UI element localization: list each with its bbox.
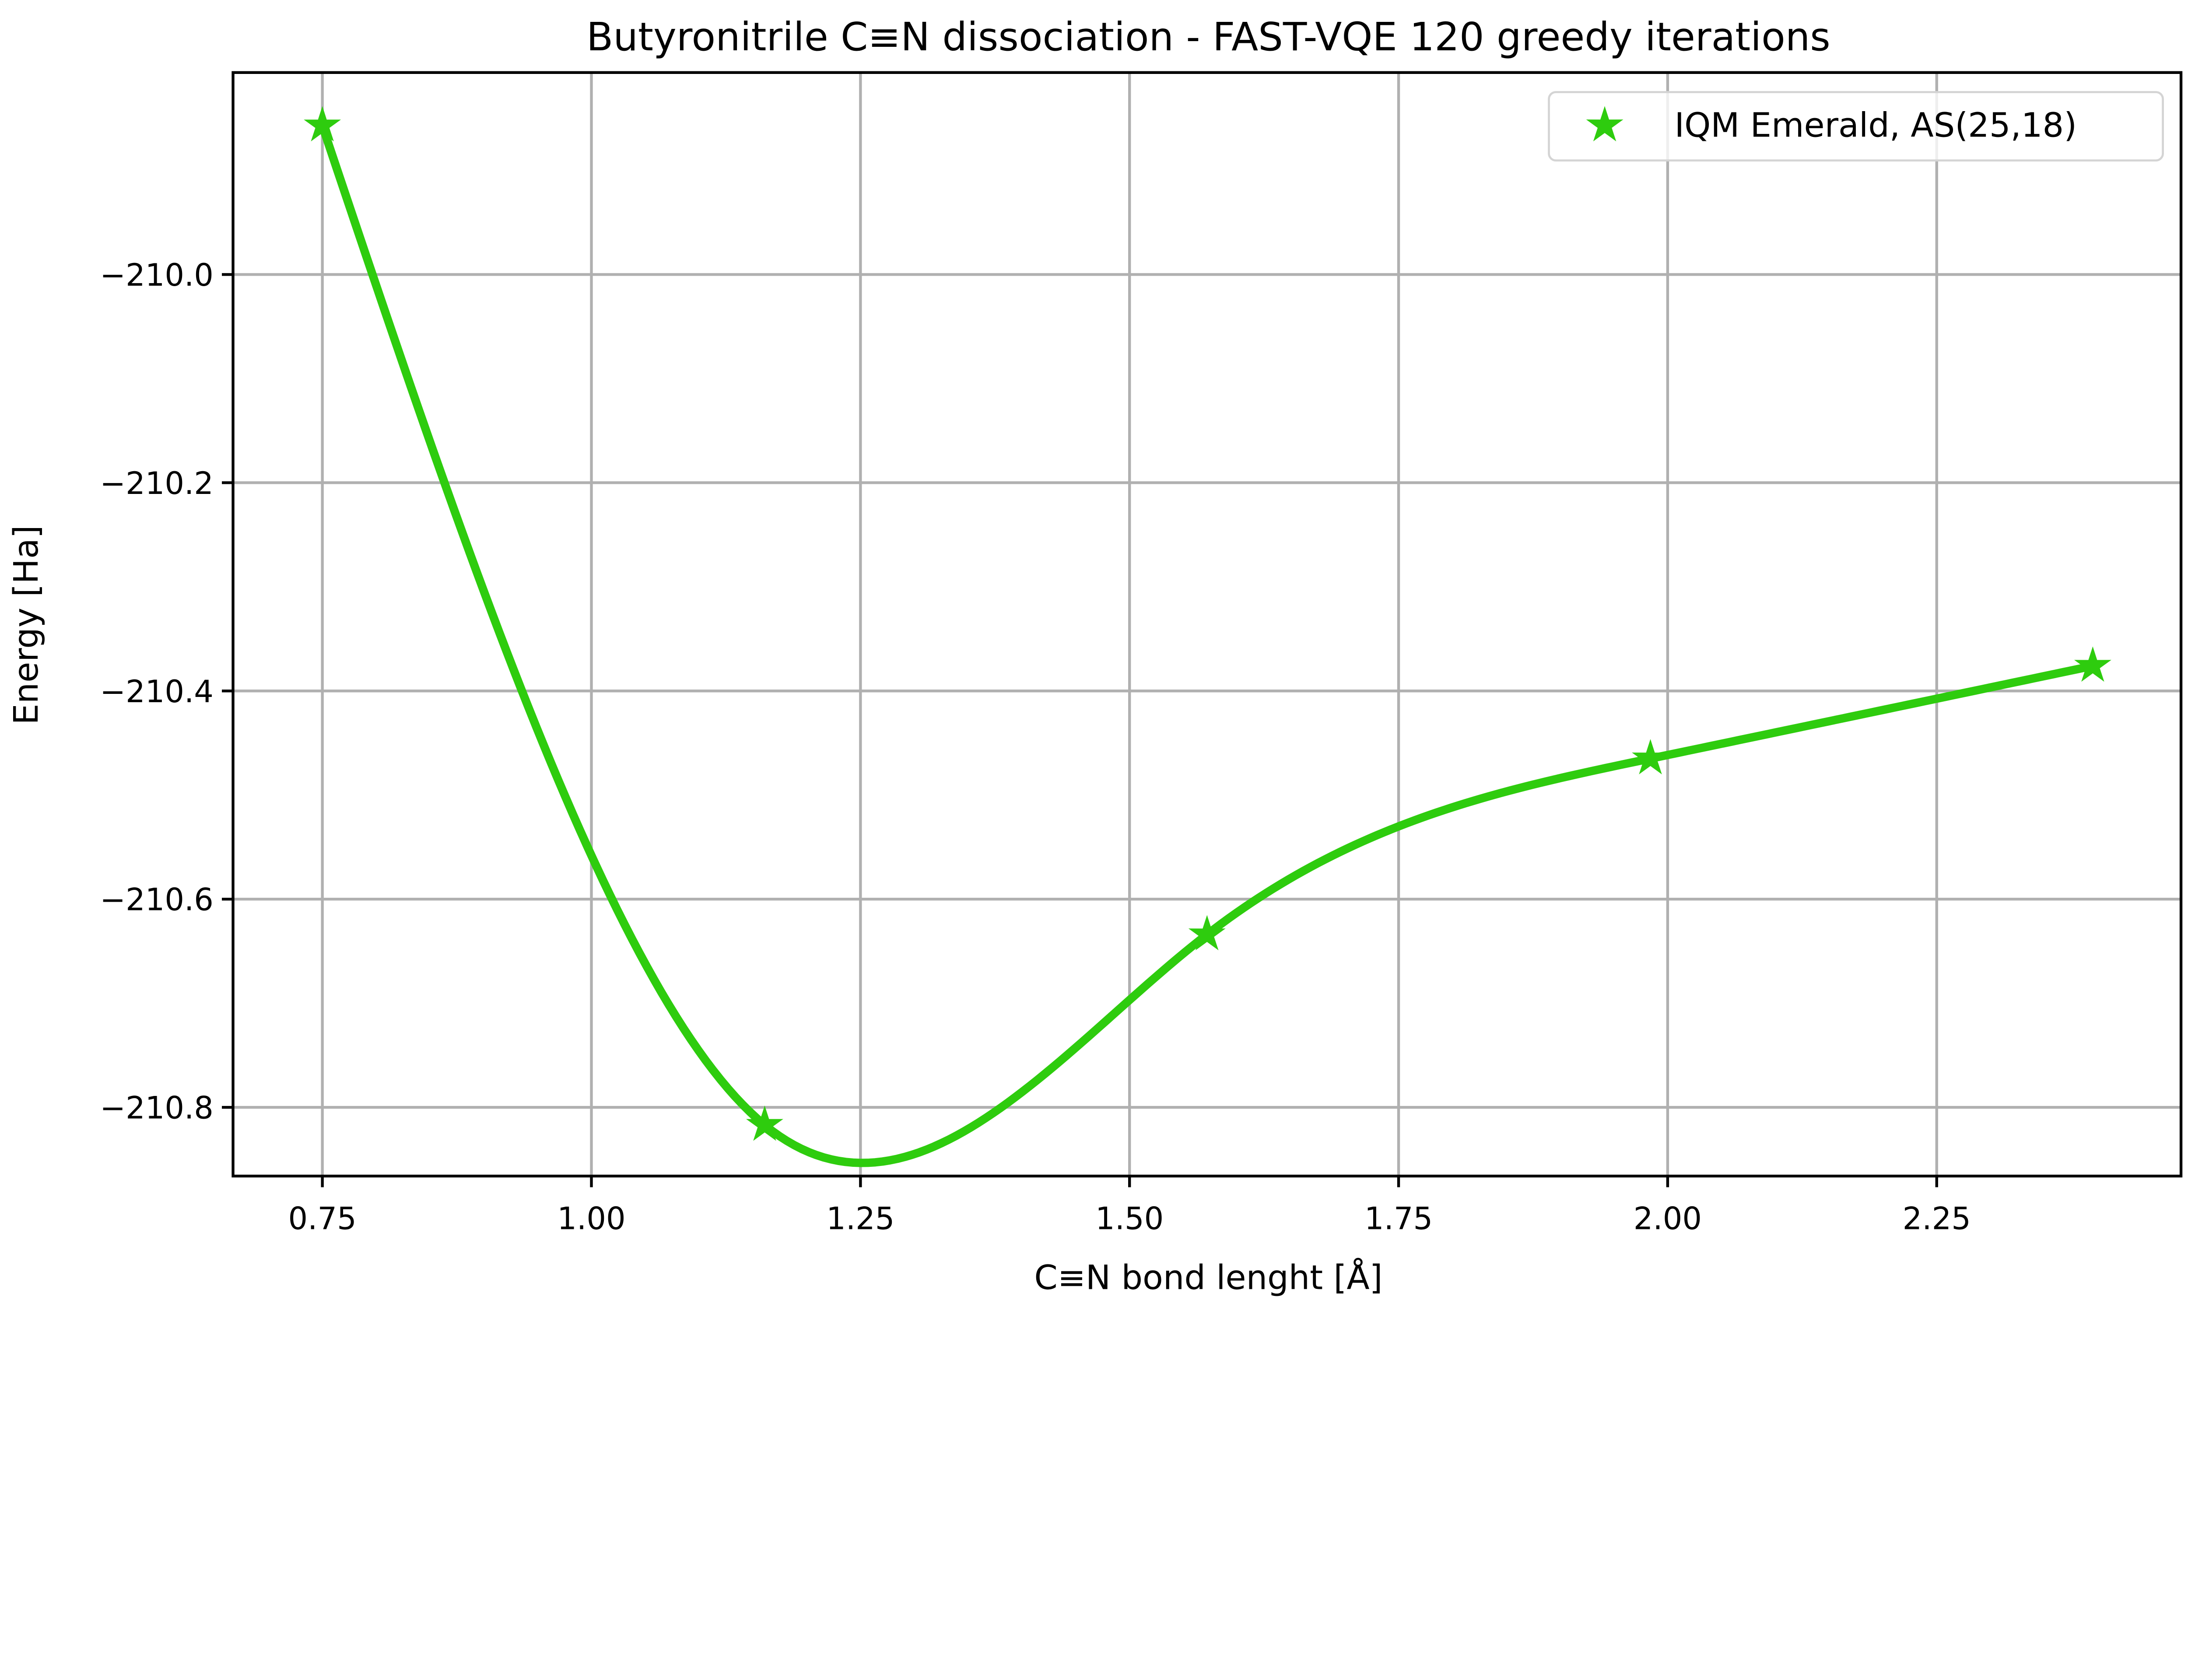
axis-ticks: 0.75 1.00 1.25 1.50 1.75 2.00 2.25 −210.0 −210.2… <box>100 257 1971 1236</box>
data-point-star <box>1632 739 1669 775</box>
chart-title: Butyronitrile C≡N dissociation - FAST-VQ… <box>586 14 1830 60</box>
grid <box>233 72 2181 1176</box>
legend-label: IQM Emerald, AS(25,18) <box>1675 106 2077 145</box>
x-tick-label: 1.50 <box>1095 1200 1164 1236</box>
data-point-star <box>1188 915 1226 951</box>
y-tick-label: −210.4 <box>100 674 214 710</box>
legend-star-icon <box>1586 106 1623 142</box>
x-tick-label: 2.25 <box>1903 1200 1971 1236</box>
x-axis-label: C≡N bond lenght [Å] <box>1034 1258 1382 1297</box>
x-tick-label: 1.75 <box>1364 1200 1433 1236</box>
data-point-star <box>746 1105 783 1141</box>
series-curve <box>318 124 2094 1167</box>
chart: Butyronitrile C≡N dissociation - FAST-VQ… <box>7 14 2183 1297</box>
x-tick-label: 1.00 <box>557 1200 625 1236</box>
x-tick-label: 1.25 <box>826 1200 894 1236</box>
legend: IQM Emerald, AS(25,18) <box>1548 91 2164 162</box>
x-tick-label: 2.00 <box>1634 1200 1702 1236</box>
legend-star-marker <box>1586 106 1623 142</box>
x-tick-label: 0.75 <box>288 1200 357 1236</box>
y-tick-label: −210.8 <box>100 1090 214 1126</box>
legend-box <box>1548 91 2164 162</box>
series-line <box>318 124 2094 1167</box>
plot-frame <box>231 71 2183 1178</box>
series-markers <box>304 106 2111 1141</box>
data-point-star <box>304 106 341 142</box>
data-point-star <box>2074 646 2111 682</box>
y-axis-label: Energy [Ha] <box>7 525 46 724</box>
y-tick-label: −210.0 <box>100 257 214 293</box>
y-tick-label: −210.2 <box>100 466 214 501</box>
y-tick-label: −210.6 <box>100 882 214 918</box>
